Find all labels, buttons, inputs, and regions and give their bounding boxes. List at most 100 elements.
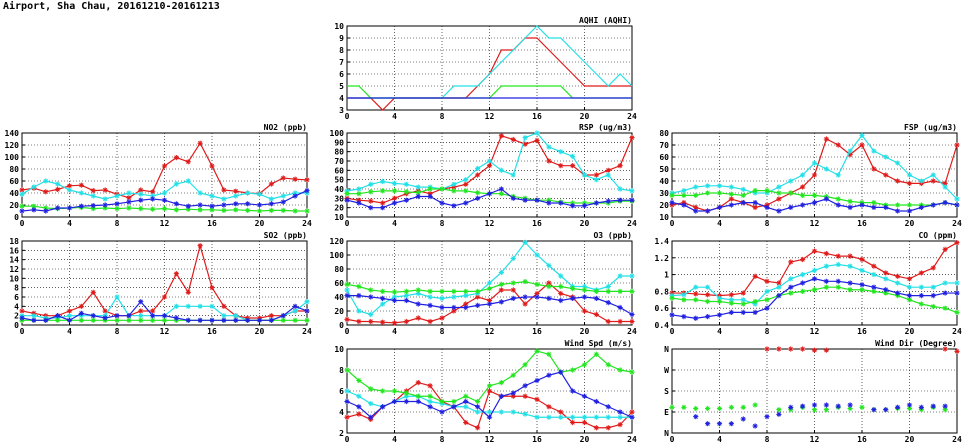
data-point	[102, 187, 108, 193]
data-point	[427, 318, 433, 325]
data-point	[344, 191, 350, 197]
data-point	[740, 192, 746, 198]
y-tick-label: 4	[339, 408, 344, 417]
data-point	[90, 317, 96, 323]
y-tick-label: 6	[339, 387, 344, 396]
data-point	[617, 409, 623, 415]
x-tick-label: 24	[627, 219, 637, 228]
data-point	[161, 163, 168, 169]
data-point	[728, 191, 734, 197]
x-tick-label: 4	[67, 327, 72, 336]
data-point	[415, 301, 421, 307]
data-point	[427, 191, 433, 197]
data-point	[847, 152, 853, 158]
y-tick-label: 5	[339, 82, 344, 91]
data-point	[150, 313, 156, 319]
data-point	[716, 298, 723, 305]
data-point	[451, 181, 457, 187]
data-point	[954, 290, 960, 296]
data-point	[522, 301, 528, 307]
x-tick-label: 0	[345, 435, 350, 444]
chart-title-so2: SO2 (ppb)	[264, 231, 307, 240]
data-point	[942, 280, 948, 286]
data-point	[629, 318, 635, 325]
data-point	[427, 393, 433, 399]
x-tick-label: 8	[115, 327, 120, 336]
data-point	[292, 317, 298, 323]
x-tick-label: 0	[670, 327, 675, 336]
data-point	[546, 283, 552, 290]
data-point	[403, 318, 409, 325]
data-point	[593, 288, 599, 294]
y-tick-label: 8	[339, 46, 344, 55]
data-point	[823, 166, 829, 172]
data-point	[233, 188, 239, 194]
data-point	[498, 133, 504, 139]
data-point	[19, 315, 25, 321]
data-point	[693, 315, 699, 321]
data-point	[534, 294, 540, 300]
data-point	[764, 288, 770, 294]
data-point	[256, 191, 263, 197]
data-point	[268, 317, 274, 323]
data-point	[427, 404, 433, 410]
data-point	[800, 346, 806, 352]
data-point	[811, 407, 818, 413]
data-point	[788, 190, 794, 196]
data-point	[173, 271, 179, 277]
data-point	[859, 404, 865, 410]
series-blue	[19, 299, 310, 323]
data-point	[895, 404, 901, 410]
y-tick-label: 120	[330, 237, 345, 246]
data-point	[570, 203, 576, 209]
data-point	[427, 294, 433, 300]
data-point	[510, 280, 516, 286]
data-point	[918, 204, 924, 210]
data-point	[693, 291, 699, 297]
data-point	[463, 188, 469, 194]
x-tick-label: 16	[207, 219, 217, 228]
data-point	[356, 308, 362, 314]
data-point	[197, 202, 203, 208]
data-point	[954, 280, 960, 286]
x-tick-label: 4	[392, 112, 397, 121]
series-green	[669, 402, 948, 413]
data-point	[776, 293, 782, 299]
data-point	[486, 297, 493, 304]
data-point	[764, 346, 770, 352]
data-point	[835, 261, 841, 268]
data-point	[605, 414, 611, 420]
data-point	[185, 178, 191, 184]
data-point	[55, 313, 61, 319]
data-point	[209, 207, 215, 213]
data-point	[740, 309, 746, 315]
data-point	[209, 203, 215, 209]
data-point	[681, 192, 687, 198]
data-point	[380, 205, 386, 211]
data-point	[629, 414, 635, 420]
data-point	[693, 405, 699, 412]
data-point	[811, 347, 818, 353]
data-point	[716, 183, 723, 189]
data-point	[847, 405, 853, 412]
chart-title-aqhi: AQHI (AQHI)	[579, 16, 632, 25]
data-point	[197, 207, 203, 213]
data-point	[728, 421, 734, 427]
data-point	[593, 311, 599, 318]
x-tick-label: 0	[345, 219, 350, 228]
data-point	[752, 402, 758, 408]
data-point	[764, 305, 770, 311]
data-point	[906, 202, 913, 208]
data-point	[617, 367, 623, 373]
data-point	[138, 308, 144, 314]
x-tick-label: 0	[345, 327, 350, 336]
data-point	[570, 153, 576, 159]
data-point	[280, 207, 286, 213]
data-point	[570, 163, 576, 169]
data-point	[895, 273, 901, 279]
x-tick-label: 16	[532, 112, 542, 121]
series-blue	[19, 188, 310, 214]
data-point	[847, 280, 853, 286]
data-point	[558, 283, 564, 290]
data-point	[403, 293, 409, 299]
